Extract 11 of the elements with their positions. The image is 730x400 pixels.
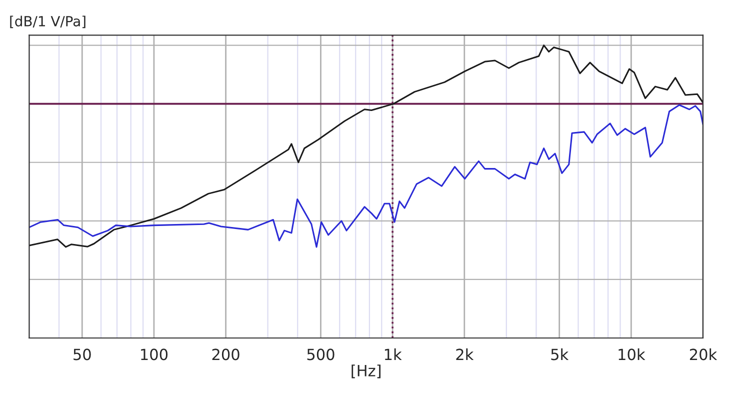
x-tick-label: 10k (618, 348, 646, 360)
x-tick-label: 500 (307, 348, 334, 360)
x-tick-label: 20k (690, 348, 718, 360)
x-tick-label: 200 (212, 348, 240, 360)
x-tick-label: 100 (141, 348, 168, 360)
x-tick-label: 5k (551, 348, 569, 360)
x-tick-label: 50 (74, 348, 91, 360)
x-axis-title: [Hz] (352, 364, 380, 378)
x-tick-label: 1k (384, 348, 402, 360)
y-axis-title: [dB/1 V/Pa] (10, 16, 86, 28)
x-tick-label: 2k (456, 348, 474, 360)
